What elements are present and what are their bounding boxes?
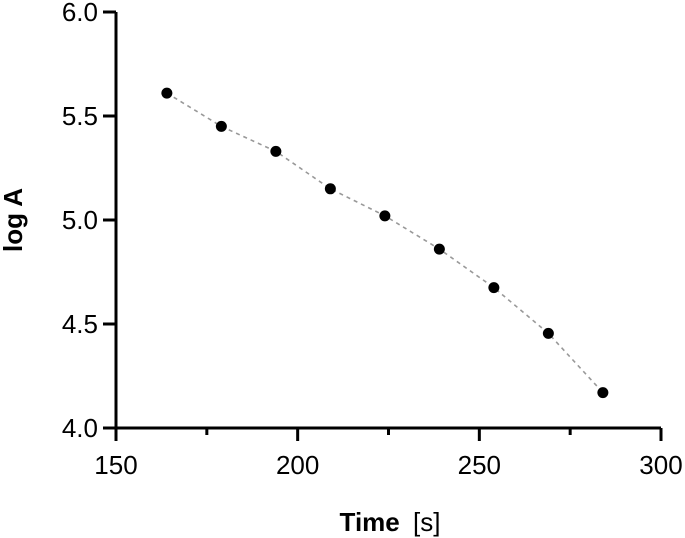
- data-point: [433, 243, 445, 255]
- x-tick-label: 150: [94, 450, 137, 480]
- x-axis-title: Time [s]: [340, 507, 441, 537]
- data-points-layer: [161, 87, 609, 399]
- tick-labels-layer: 4.0 4.5 5.0 5.5 6.0 150 200 250 300: [62, 0, 683, 480]
- y-tick-label: 6.0: [62, 0, 98, 27]
- data-point: [542, 327, 554, 339]
- data-point: [215, 120, 227, 132]
- data-point: [379, 210, 391, 222]
- y-tick-label: 4.0: [62, 413, 98, 443]
- data-point: [270, 145, 282, 157]
- y-tick-label: 5.0: [62, 205, 98, 235]
- x-tick-label: 250: [458, 450, 501, 480]
- trend-line: [166, 92, 604, 394]
- data-point: [324, 183, 336, 195]
- data-point: [597, 387, 609, 399]
- x-tick-label: 200: [276, 450, 319, 480]
- data-point: [161, 87, 173, 99]
- y-tick-label: 4.5: [62, 309, 98, 339]
- x-tick-label: 300: [639, 450, 682, 480]
- y-axis-title: log A: [0, 188, 28, 252]
- trend-line-layer: [166, 92, 604, 394]
- y-tick-label: 5.5: [62, 101, 98, 131]
- data-point: [488, 282, 500, 294]
- axes-layer: [103, 10, 663, 441]
- x-axis-title-main: Time: [340, 507, 400, 537]
- x-axis-title-unit: [s]: [413, 507, 440, 537]
